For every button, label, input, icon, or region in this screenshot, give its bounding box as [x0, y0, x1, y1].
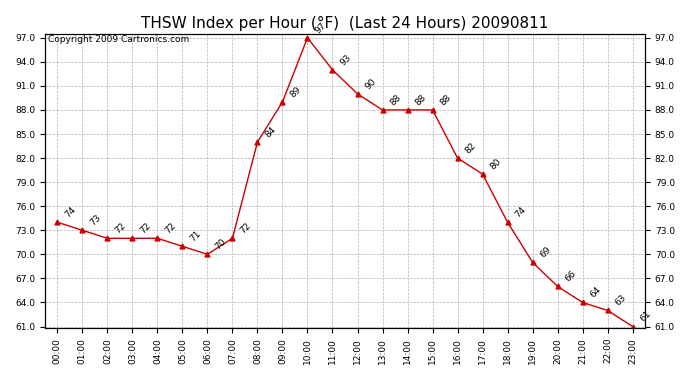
Text: 63: 63	[613, 293, 628, 308]
Text: 66: 66	[563, 269, 578, 284]
Text: 61: 61	[638, 309, 653, 324]
Title: THSW Index per Hour (°F)  (Last 24 Hours) 20090811: THSW Index per Hour (°F) (Last 24 Hours)…	[141, 16, 549, 31]
Text: 71: 71	[188, 229, 202, 243]
Text: 70: 70	[213, 237, 228, 252]
Text: 64: 64	[588, 285, 602, 300]
Text: 73: 73	[88, 213, 102, 228]
Text: 74: 74	[63, 205, 77, 219]
Text: 88: 88	[388, 93, 402, 107]
Text: 90: 90	[363, 76, 377, 91]
Text: 72: 72	[238, 221, 253, 236]
Text: 84: 84	[263, 125, 277, 139]
Text: 72: 72	[138, 221, 152, 236]
Text: 69: 69	[538, 245, 553, 260]
Text: 97: 97	[313, 21, 328, 35]
Text: 88: 88	[438, 93, 453, 107]
Text: 72: 72	[113, 221, 128, 236]
Text: 72: 72	[163, 221, 177, 236]
Text: 74: 74	[513, 205, 528, 219]
Text: 88: 88	[413, 93, 428, 107]
Text: 93: 93	[338, 53, 353, 67]
Text: 80: 80	[488, 157, 502, 171]
Text: 89: 89	[288, 85, 302, 99]
Text: Copyright 2009 Cartronics.com: Copyright 2009 Cartronics.com	[48, 35, 189, 44]
Text: 82: 82	[463, 141, 477, 155]
